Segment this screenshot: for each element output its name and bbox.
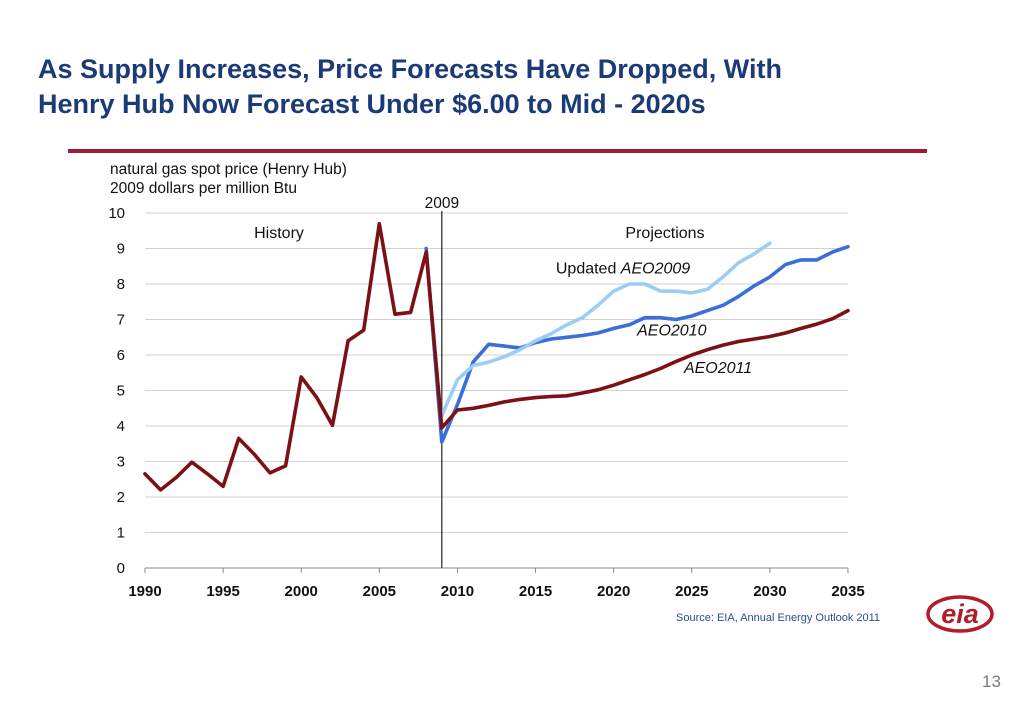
y-tick-label-0: 0 bbox=[117, 560, 125, 577]
price-forecast-chart: natural gas spot price (Henry Hub) 2009 … bbox=[108, 161, 865, 600]
y-tick-label-10: 10 bbox=[108, 205, 125, 222]
y-tick-label-7: 7 bbox=[117, 312, 125, 329]
source-note: Source: EIA, Annual Energy Outlook 2011 bbox=[676, 612, 881, 624]
grid-layer bbox=[145, 212, 848, 569]
y-tick-label-9: 9 bbox=[117, 241, 125, 258]
series-label-name: AEO2011 bbox=[683, 360, 752, 377]
x-tick-label-2025: 2025 bbox=[675, 583, 708, 600]
svg-text:eia: eia bbox=[941, 599, 979, 629]
series-labels: AEO2010 Updated AEO2009 AEO2011 bbox=[556, 260, 752, 376]
slide-title: As Supply Increases, Price Forecasts Hav… bbox=[38, 52, 978, 122]
x-tick-label-2035: 2035 bbox=[831, 583, 864, 600]
x-tick-label-2000: 2000 bbox=[285, 583, 318, 600]
chart-heading: natural gas spot price (Henry Hub) 2009 … bbox=[110, 161, 347, 197]
y-tick-label-8: 8 bbox=[117, 276, 125, 293]
series-label-aeo2011: AEO2011 bbox=[683, 360, 752, 377]
series-label-prefix: Updated bbox=[556, 260, 621, 277]
y-tick-label-6: 6 bbox=[117, 347, 125, 364]
chart-title-line-2: 2009 dollars per million Btu bbox=[110, 180, 297, 197]
x-tick-label-2015: 2015 bbox=[519, 583, 552, 600]
series-label-name: AEO2010 bbox=[636, 322, 706, 339]
x-tick-label-2005: 2005 bbox=[363, 583, 396, 600]
x-axis-ticks: 1990 1995 2000 2005 2010 2015 2020 2025 2030 2035 bbox=[128, 568, 865, 600]
divider-2009: 2009 bbox=[425, 195, 459, 568]
x-tick-label-1995: 1995 bbox=[206, 583, 239, 600]
series-layer bbox=[143, 221, 850, 492]
y-tick-label-2: 2 bbox=[117, 489, 125, 506]
projections-label: Projections bbox=[625, 225, 704, 242]
x-tick-label-2010: 2010 bbox=[441, 583, 474, 600]
page-number: 13 bbox=[982, 672, 1001, 691]
history-label: History bbox=[254, 225, 304, 242]
y-axis-ticks: 0 1 2 3 4 5 6 7 8 9 10 bbox=[108, 205, 125, 577]
slide-title-line-1: As Supply Increases, Price Forecasts Hav… bbox=[38, 54, 783, 84]
series-line-updated-aeo2009 bbox=[439, 241, 772, 418]
divider-label: 2009 bbox=[425, 195, 459, 212]
series-line-aeo2011 bbox=[143, 221, 850, 492]
chart-title-line-1: natural gas spot price (Henry Hub) bbox=[110, 161, 347, 178]
series-line-aeo2010 bbox=[424, 244, 850, 444]
x-tick-label-1990: 1990 bbox=[128, 583, 161, 600]
series-label-aeo2010: AEO2010 bbox=[636, 322, 706, 339]
x-tick-label-2020: 2020 bbox=[597, 583, 630, 600]
series-label-name: AEO2009 bbox=[620, 260, 690, 277]
region-labels: History Projections bbox=[254, 225, 704, 242]
series-label-updated-aeo2009: Updated AEO2009 bbox=[556, 260, 690, 277]
slide-title-line-2: Henry Hub Now Forecast Under $6.00 to Mi… bbox=[38, 89, 706, 119]
y-tick-label-5: 5 bbox=[117, 383, 125, 400]
y-tick-label-3: 3 bbox=[117, 454, 125, 471]
y-tick-label-4: 4 bbox=[117, 418, 125, 435]
y-tick-label-1: 1 bbox=[117, 525, 125, 542]
x-tick-label-2030: 2030 bbox=[753, 583, 786, 600]
title-divider-rule bbox=[68, 149, 927, 153]
eia-logo: eia bbox=[926, 595, 994, 633]
